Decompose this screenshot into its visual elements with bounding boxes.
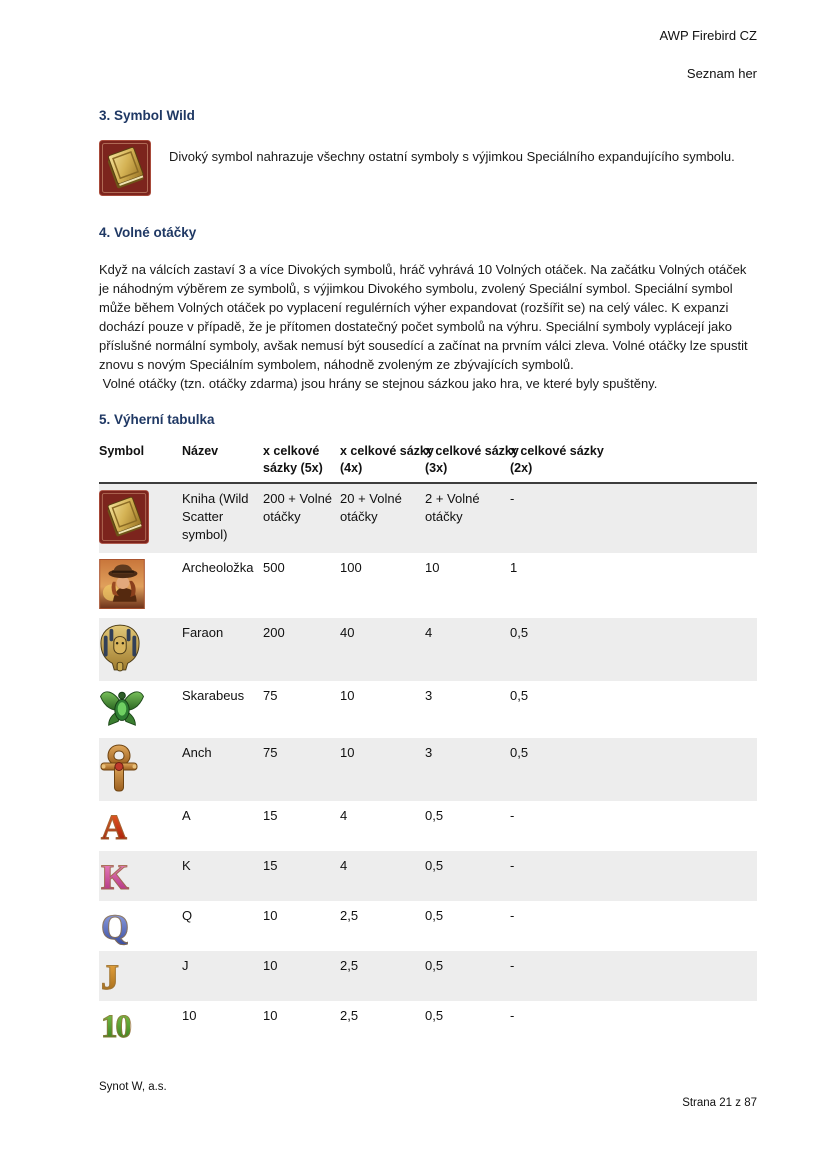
payout-2x: - [510,908,515,923]
letter-a-icon: A [101,807,128,848]
symbol-name: Archeoložka [182,560,254,575]
column-header-5x: x celkové sázky (5x) [263,443,340,484]
symbol-name: 10 [182,1008,197,1023]
payout-5x: 15 [263,858,278,873]
payout-5x: 15 [263,808,278,823]
payout-5x: 75 [263,745,278,760]
table-row-faraon: Faraon 200 40 4 0,5 [99,618,757,681]
payout-2x: 0,5 [510,688,529,703]
payout-3x: 3 [425,745,433,760]
payout-3x: 4 [425,625,433,640]
payout-3x: 2 + Volné otáčky [425,491,480,524]
free-spins-note: Volné otáčky (tzn. otáčky zdarma) jsou h… [99,376,658,391]
payout-4x: 4 [340,858,348,873]
document-subtitle: Seznam her [686,66,757,81]
column-header-2x: x celkové sázky (2x) [510,443,757,484]
payout-3x: 0,5 [425,1008,444,1023]
table-row-kniha: Kniha (Wild Scatter symbol) 200 + Volné … [99,483,757,553]
column-header-4x: x celkové sázky (4x) [340,443,434,484]
wild-symbol-row: Divoký symbol nahrazuje všechny ostatní … [99,140,757,196]
section-3-title: 3. Symbol Wild [99,108,195,123]
payout-4x: 2,5 [340,958,359,973]
table-row-archeolozka: Archeoložka 500 100 10 1 [99,553,757,618]
payout-5x: 500 [263,560,285,575]
table-row-10: 10 10 10 2,5 0,5 - [99,1001,757,1051]
number-10-icon: 10 [101,1009,133,1046]
payout-5x: 10 [263,1008,278,1023]
payout-2x: - [510,858,515,873]
column-header-symbol: Symbol [99,443,182,484]
payout-4x: 100 [340,560,362,575]
archeologist-icon [99,559,145,609]
payout-3x: 0,5 [425,858,444,873]
table-row-anch: Anch 75 10 3 0,5 [99,738,757,801]
payout-2x: 0,5 [510,625,529,640]
symbol-name: Skarabeus [182,688,245,703]
scarab-icon [99,687,145,729]
book-icon [99,490,149,544]
ankh-icon [99,744,139,792]
free-spins-paragraph: Když na válcích zastaví 3 a více Divokýc… [99,262,748,372]
payout-3x: 10 [425,560,440,575]
payout-4x: 10 [340,688,355,703]
section-5-title: 5. Výherní tabulka [99,412,215,427]
payout-3x: 0,5 [425,958,444,973]
symbol-name: Kniha (Wild Scatter symbol) [182,491,249,542]
symbol-name: K [182,858,191,873]
symbol-name: Q [182,908,193,923]
symbol-name: Anch [182,745,212,760]
payout-5x: 75 [263,688,278,703]
footer-page-number: Strana 21 z 87 [682,1097,757,1109]
payout-4x: 2,5 [340,908,359,923]
table-row-k: K K 15 4 0,5 - [99,851,757,901]
payout-5x: 200 [263,625,285,640]
table-row-j: J J 10 2,5 0,5 - [99,951,757,1001]
book-icon [99,140,151,196]
payout-5x: 10 [263,908,278,923]
payout-4x: 20 + Volné otáčky [340,491,402,524]
symbol-name: J [182,958,189,973]
payout-2x: - [510,491,515,506]
column-header-name: Název [182,443,263,484]
section-4-title: 4. Volné otáčky [99,225,197,240]
payout-2x: - [510,808,515,823]
payout-3x: 0,5 [425,808,444,823]
paytable: Symbol Název x celkové sázky (5x) x celko… [99,443,757,1051]
payout-2x: 0,5 [510,745,529,760]
paytable-header-row: Symbol Název x celkové sázky (5x) x celko… [99,443,757,484]
symbol-name: Faraon [182,625,224,640]
payout-4x: 10 [340,745,355,760]
payout-2x: - [510,958,515,973]
payout-3x: 3 [425,688,433,703]
payout-4x: 2,5 [340,1008,359,1023]
column-header-3x: x celkové sázky (3x) [425,443,519,484]
footer-company: Synot W, a.s. [99,1081,167,1093]
payout-3x: 0,5 [425,908,444,923]
table-row-skarabeus: Skarabeus 75 10 3 0,5 [99,681,757,738]
symbol-name: A [182,808,191,823]
payout-4x: 4 [340,808,348,823]
wild-symbol-description: Divoký symbol nahrazuje všechny ostatní … [169,149,735,164]
letter-k-icon: K [100,857,130,898]
table-row-q: Q Q 10 2,5 0,5 - [99,901,757,951]
document-header: AWP Firebird CZ Seznam her [99,28,757,81]
table-row-a: A A 15 4 0,5 - [99,801,757,851]
payout-2x: - [510,1008,515,1023]
document-title: AWP Firebird CZ [659,28,757,43]
payout-5x: 200 + Volné otáčky [263,491,333,524]
payout-4x: 40 [340,625,355,640]
payout-5x: 10 [263,958,278,973]
letter-j-icon: J [101,957,120,998]
payout-2x: 1 [510,560,518,575]
pharaoh-icon [99,624,141,672]
letter-q-icon: Q [100,907,130,948]
